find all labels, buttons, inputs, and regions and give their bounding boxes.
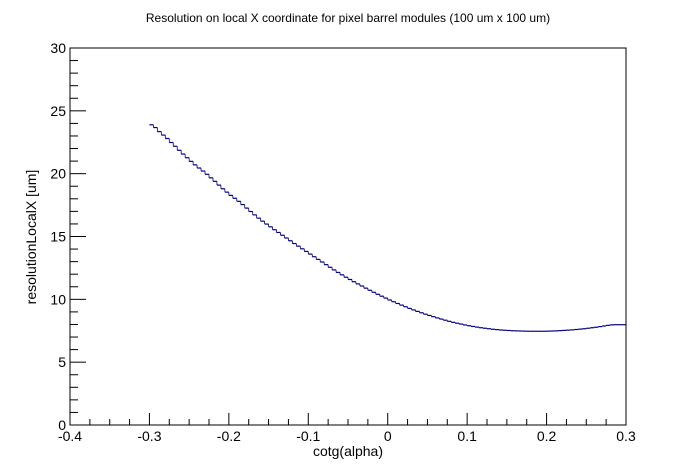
x-tick-label: 0 bbox=[384, 428, 392, 444]
x-axis-title: cotg(alpha) bbox=[313, 443, 383, 459]
y-tick-label: 25 bbox=[50, 103, 66, 119]
y-tick-label: 30 bbox=[50, 40, 66, 56]
x-tick-label: 0.2 bbox=[537, 428, 557, 444]
chart-title: Resolution on local X coordinate for pix… bbox=[146, 11, 550, 25]
y-tick-label: 15 bbox=[50, 229, 66, 245]
y-tick-label: 0 bbox=[58, 417, 66, 433]
y-tick-label: 20 bbox=[50, 166, 66, 182]
series-layer bbox=[149, 124, 626, 332]
x-tick-label: 0.1 bbox=[457, 428, 477, 444]
x-tick-label: -0.4 bbox=[58, 428, 82, 444]
y-axis: 0 5 10 15 20 25 30 bbox=[50, 40, 86, 433]
y-tick-label: 5 bbox=[58, 354, 66, 370]
y-axis-title: resolutionLocalX [um] bbox=[23, 170, 39, 305]
x-axis: -0.4 -0.3 -0.2 -0.1 0 0.1 0.2 0.3 bbox=[58, 413, 636, 444]
y-tick-label: 10 bbox=[50, 291, 66, 307]
x-tick-label: 0.3 bbox=[616, 428, 636, 444]
x-tick-label: -0.1 bbox=[296, 428, 320, 444]
x-tick-label: -0.2 bbox=[217, 428, 241, 444]
plot-frame bbox=[69, 47, 627, 426]
x-tick-label: -0.3 bbox=[137, 428, 161, 444]
